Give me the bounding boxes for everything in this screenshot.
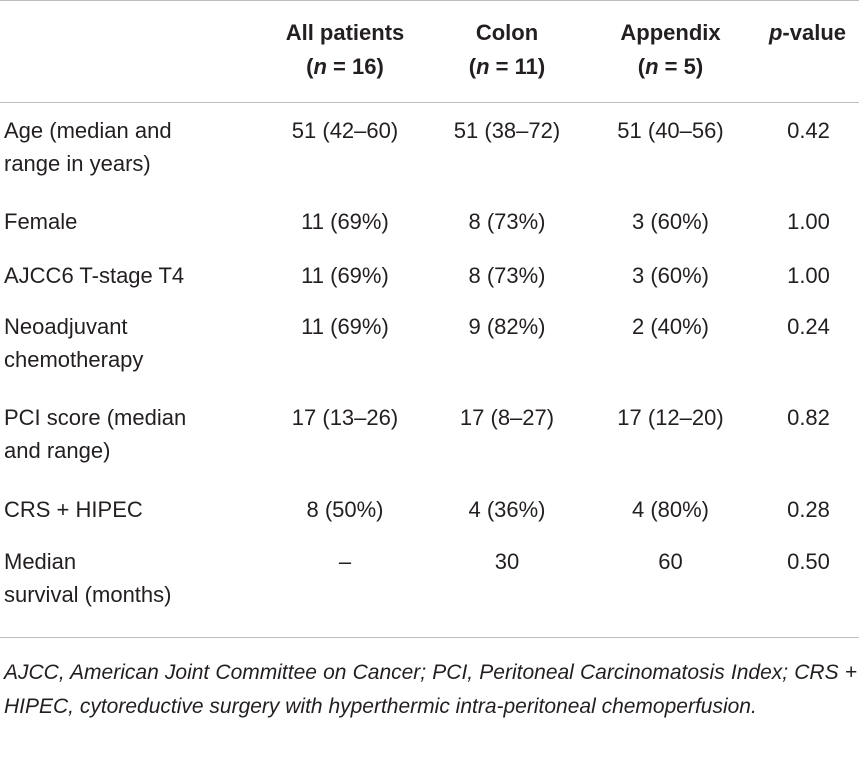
- row-label-ajcc6: AJCC6 T-stage T4: [4, 263, 185, 288]
- row-label-median-survival: Median survival (months): [4, 549, 172, 607]
- row-age-p: 0.42: [787, 118, 830, 143]
- row-label-neoadjuvant: Neoadjuvant chemotherapy: [4, 314, 144, 372]
- row-label-female: Female: [4, 209, 78, 234]
- row-neoadjuvant-p: 0.24: [787, 314, 830, 339]
- row-median-survival-p: 0.50: [787, 549, 830, 574]
- row-label-age: Age (median and range in years): [4, 118, 172, 176]
- row-median-survival-all: –: [338, 549, 352, 574]
- header-all-patients: All patients (n = 16): [256, 16, 434, 84]
- row-pci-appendix: 17 (12–20): [617, 405, 724, 430]
- table-footnote: AJCC, American Joint Committee on Cancer…: [4, 661, 857, 718]
- row-crs-hipec-all: 8 (50%): [306, 497, 384, 522]
- row-crs-hipec-p: 0.28: [787, 497, 830, 522]
- row-crs-hipec-colon: 4 (36%): [468, 497, 546, 522]
- row-ajcc6-p: 1.00: [787, 263, 830, 288]
- row-neoadjuvant-colon: 9 (82%): [468, 314, 546, 339]
- header-rule: [0, 102, 859, 103]
- header-appendix-title: Appendix: [620, 20, 721, 45]
- row-median-survival-appendix: 60: [658, 549, 683, 574]
- row-female-p: 1.00: [787, 209, 830, 234]
- row-neoadjuvant-appendix: 2 (40%): [631, 314, 710, 339]
- header-all-n: (n = 16): [306, 54, 384, 79]
- row-female-appendix: 3 (60%): [631, 209, 710, 234]
- row-ajcc6-all: 11 (69%): [301, 263, 389, 288]
- row-age-appendix: 51 (40–56): [617, 118, 724, 143]
- row-label-pci: PCI score (median and range): [4, 405, 187, 463]
- row-pci-all: 17 (13–26): [291, 405, 399, 430]
- header-colon-title: Colon: [475, 20, 539, 45]
- row-pci-p: 0.82: [787, 405, 830, 430]
- row-ajcc6-appendix: 3 (60%): [631, 263, 710, 288]
- header-appendix-n: (n = 5): [637, 54, 704, 79]
- bottom-rule: [0, 637, 859, 638]
- row-age-colon: 51 (38–72): [453, 118, 561, 143]
- row-female-all: 11 (69%): [301, 209, 389, 234]
- row-neoadjuvant-all: 11 (69%): [301, 314, 389, 339]
- row-age-all: 51 (42–60): [291, 118, 399, 143]
- header-p-value: p-value: [768, 20, 847, 45]
- top-rule: [0, 0, 859, 1]
- header-colon-n: (n = 11): [468, 54, 546, 79]
- row-crs-hipec-appendix: 4 (80%): [631, 497, 710, 522]
- header-appendix: Appendix (n = 5): [580, 16, 761, 84]
- row-median-survival-colon: 30: [494, 549, 520, 574]
- row-label-crs-hipec: CRS + HIPEC: [4, 497, 143, 522]
- row-pci-colon: 17 (8–27): [459, 405, 555, 430]
- header-colon: Colon (n = 11): [434, 16, 580, 84]
- row-ajcc6-colon: 8 (73%): [468, 263, 546, 288]
- row-female-colon: 8 (73%): [468, 209, 546, 234]
- header-all-title: All patients: [285, 20, 405, 45]
